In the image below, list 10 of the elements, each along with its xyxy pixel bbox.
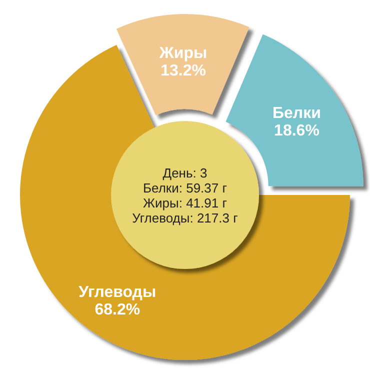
text: Углеводы: 217.3 г (132, 210, 238, 226)
data-label: 68.2% (94, 302, 140, 319)
data-label: 18.6% (274, 122, 320, 140)
data-label: 13.2% (160, 62, 206, 80)
slice-label: Жиры (158, 44, 208, 62)
slice-label: Углеводы (78, 284, 156, 301)
text: Жиры: 41.91 г (143, 196, 228, 210)
text: День: 3 (162, 166, 208, 180)
slice-label: Белки (272, 104, 321, 122)
text: Белки: 59.37 г (143, 180, 228, 196)
